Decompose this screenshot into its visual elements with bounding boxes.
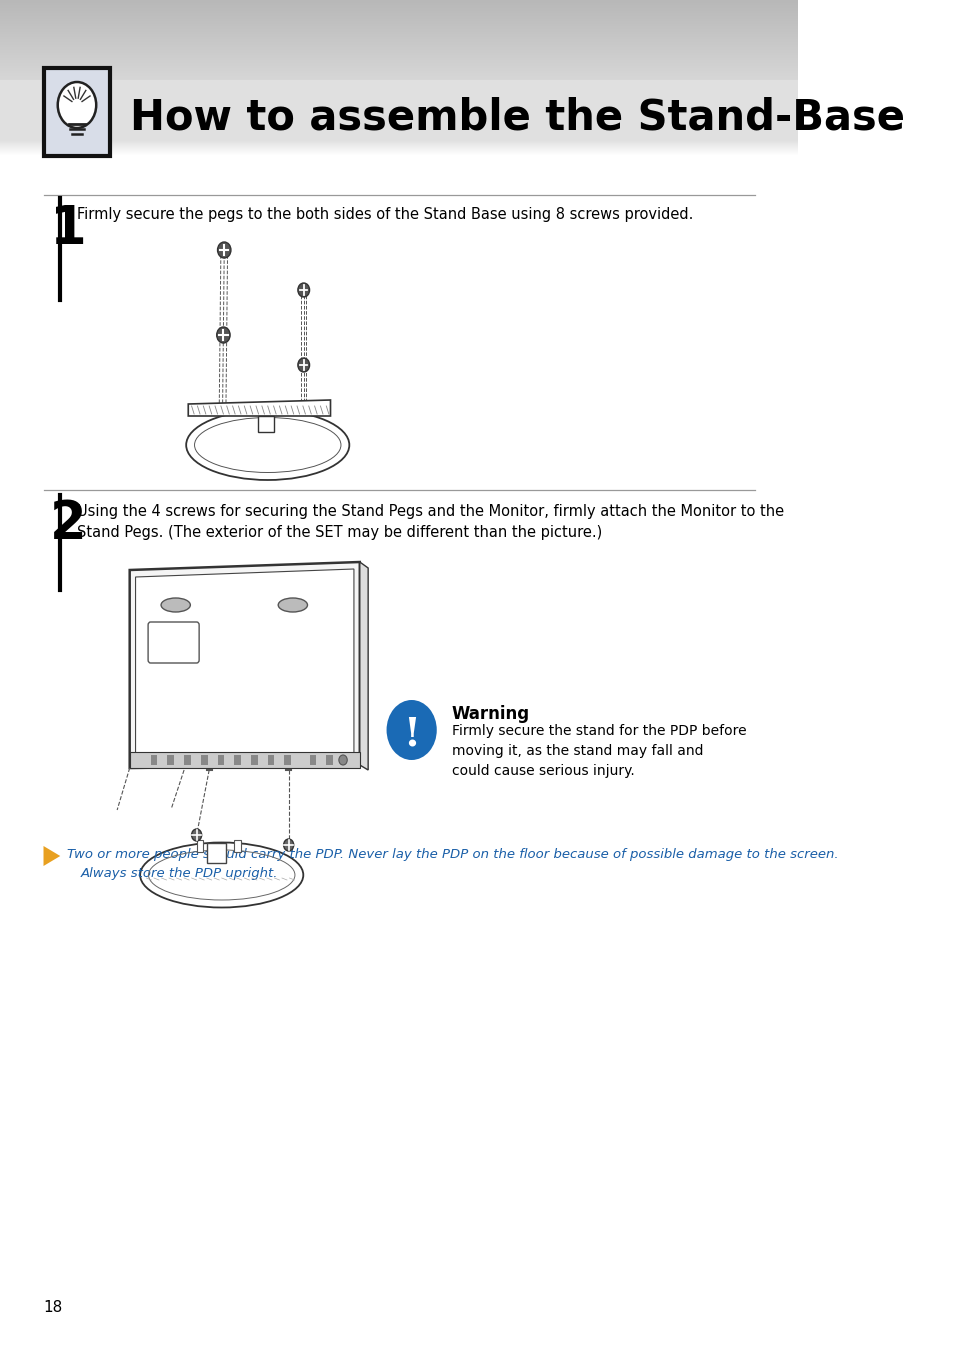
- Ellipse shape: [140, 843, 303, 908]
- Bar: [326, 755, 333, 765]
- Text: Using the 4 screws for securing the Stand Pegs and the Monitor, firmly attach th: Using the 4 screws for securing the Stan…: [77, 504, 783, 540]
- Bar: [184, 755, 191, 765]
- Text: !: !: [403, 715, 419, 753]
- Bar: [234, 755, 241, 765]
- Text: Two or more people should carry the PDP. Never lay the PDP on the floor because : Two or more people should carry the PDP.…: [67, 848, 838, 861]
- Text: Firmly secure the pegs to the both sides of the Stand Base using 8 screws provid: Firmly secure the pegs to the both sides…: [77, 207, 693, 222]
- Circle shape: [216, 327, 230, 343]
- Polygon shape: [257, 416, 274, 432]
- Polygon shape: [130, 562, 359, 767]
- Ellipse shape: [186, 409, 349, 480]
- Bar: [167, 755, 173, 765]
- FancyBboxPatch shape: [44, 68, 111, 155]
- Bar: [200, 755, 208, 765]
- Text: 18: 18: [44, 1300, 63, 1315]
- Circle shape: [283, 839, 294, 851]
- FancyBboxPatch shape: [234, 840, 241, 852]
- Text: Firmly secure the stand for the PDP before
moving it, as the stand may fall and
: Firmly secure the stand for the PDP befo…: [452, 724, 745, 778]
- Ellipse shape: [278, 598, 307, 612]
- Text: How to assemble the Stand-Base: How to assemble the Stand-Base: [130, 96, 903, 138]
- Polygon shape: [44, 846, 60, 866]
- Text: 1: 1: [51, 203, 87, 255]
- Circle shape: [297, 358, 310, 372]
- FancyBboxPatch shape: [196, 840, 203, 852]
- Polygon shape: [207, 843, 226, 863]
- Circle shape: [217, 242, 231, 258]
- Text: 2: 2: [51, 499, 87, 550]
- FancyBboxPatch shape: [148, 621, 199, 663]
- Ellipse shape: [161, 598, 191, 612]
- FancyBboxPatch shape: [130, 753, 359, 767]
- Circle shape: [297, 282, 310, 297]
- Text: Always store the PDP upright.: Always store the PDP upright.: [80, 867, 277, 880]
- Bar: [151, 755, 157, 765]
- Bar: [251, 755, 257, 765]
- Bar: [284, 755, 291, 765]
- Text: Warning: Warning: [452, 705, 530, 723]
- Bar: [310, 755, 316, 765]
- Polygon shape: [188, 400, 330, 416]
- Circle shape: [386, 700, 436, 761]
- Polygon shape: [359, 562, 368, 770]
- Circle shape: [58, 82, 96, 128]
- Bar: [268, 755, 274, 765]
- Circle shape: [338, 755, 347, 765]
- Bar: [217, 755, 224, 765]
- Circle shape: [192, 830, 201, 842]
- Polygon shape: [135, 569, 354, 761]
